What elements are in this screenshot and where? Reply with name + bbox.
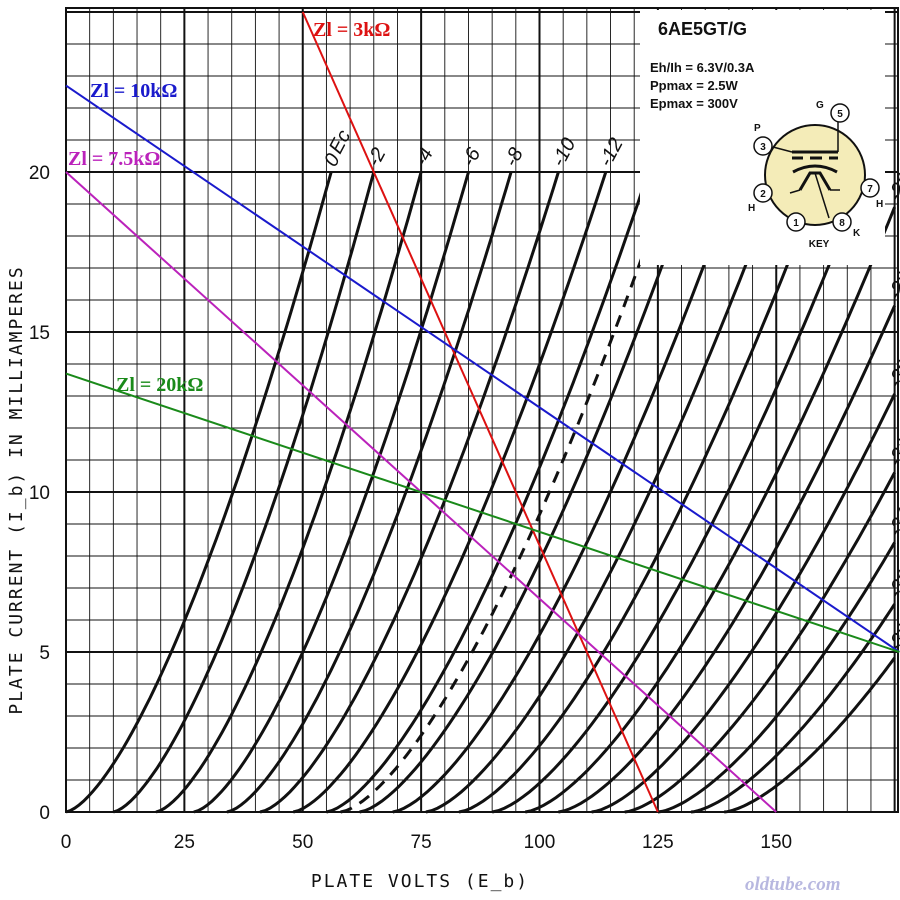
pin-2-number: 2: [760, 189, 766, 200]
x-tick-label: 100: [524, 832, 556, 853]
pin-3-number: 3: [760, 142, 766, 153]
pin-8-number: 8: [839, 218, 845, 229]
x-tick-label: 0: [61, 832, 72, 853]
pin-label-heater-left: H: [748, 203, 755, 214]
x-tick-label: 25: [174, 832, 195, 853]
load-line-label: Zl = 20kΩ: [116, 374, 203, 396]
tick-labels: 0 25 50 75 100 125 150 0 5 10 15 20: [29, 163, 792, 853]
pin-7-number: 7: [867, 184, 873, 195]
pin-1: [786, 212, 806, 232]
x-tick-label: 75: [411, 832, 432, 853]
pin-wiring: [772, 122, 840, 219]
x-axis-title: PLATE VOLTS (E_b): [311, 871, 529, 892]
load-line-label: Zl = 7.5kΩ: [68, 148, 160, 170]
tube-info-panel: 6AE5GT/G Eh/Ih = 6.3V/0.3A Ppmax = 2.5W …: [640, 10, 885, 265]
plate-curve: [155, 171, 423, 814]
load-lines: Zl = 3kΩ Zl = 10kΩ Zl = 7.5kΩ Zl = 20kΩ: [65, 11, 900, 813]
plate-curve: [524, 206, 896, 814]
y-tick-label: 0: [39, 803, 50, 824]
plate-curve: [724, 657, 896, 814]
plate-curve: [340, 171, 674, 814]
plot-frame: [65, 7, 899, 813]
plate-curve: [491, 171, 868, 814]
x-tick-label: 150: [760, 832, 792, 853]
x-tick-label: 125: [642, 832, 674, 853]
load-line: [65, 84, 900, 653]
tube-type-title: 6AE5GT/G: [658, 19, 747, 39]
y-tick-label: 5: [39, 643, 50, 664]
load-line: [65, 372, 900, 653]
plate-curve: [292, 171, 608, 814]
y-axis-title: PLATE CURRENT (I_b) IN MILLIAMPERES: [6, 265, 27, 714]
pin-label-cathode: K: [853, 228, 861, 239]
y-tick-label: 15: [29, 323, 50, 344]
key-label: KEY: [809, 239, 830, 250]
plate-curve: [112, 171, 376, 814]
plate-curve: [259, 171, 560, 814]
plate-curve: [326, 171, 650, 814]
pin-5: [830, 103, 850, 123]
pin-8: [832, 212, 852, 232]
pin-1-number: 1: [793, 218, 799, 229]
tube-electrode-symbol: [792, 150, 838, 191]
plate-curve: [359, 171, 698, 814]
plate-curve: [425, 171, 783, 814]
plate-curve: [690, 603, 896, 814]
pin-label-heater-right: H: [876, 199, 883, 210]
plate-curve: [591, 393, 896, 814]
tube-base-diagram: 5 3 2 7 1 8 P G H H K KEY: [748, 100, 883, 250]
load-line-label: Zl = 3kΩ: [313, 19, 390, 41]
plate-curve: [558, 305, 896, 814]
plate-curve: [65, 171, 333, 814]
y-tick-label: 10: [29, 483, 50, 504]
plate-curve: [458, 171, 826, 814]
load-line: [301, 11, 659, 813]
plate-curve: [624, 471, 896, 814]
pin-2: [753, 183, 773, 203]
pin-5-number: 5: [837, 109, 843, 120]
watermark: oldtube.com: [745, 874, 841, 895]
pin-label-grid: G: [816, 100, 824, 111]
plate-power-spec: Ppmax = 2.5W: [650, 78, 739, 93]
plate-voltage-spec: Epmax = 300V: [650, 96, 738, 111]
x-tick-label: 50: [292, 832, 313, 853]
plate-curve: [657, 541, 896, 814]
pin-3: [753, 136, 773, 156]
heater-spec: Eh/Ih = 6.3V/0.3A: [650, 60, 755, 75]
pin-7: [860, 178, 880, 198]
plate-curve: [226, 171, 513, 814]
plate-curves: [65, 171, 896, 814]
plate-curve: [392, 171, 740, 814]
load-line-label: Zl = 10kΩ: [90, 80, 177, 102]
y-tick-label: 20: [29, 163, 50, 184]
pin-label-plate: P: [754, 123, 761, 134]
plate-curve: [193, 171, 470, 814]
